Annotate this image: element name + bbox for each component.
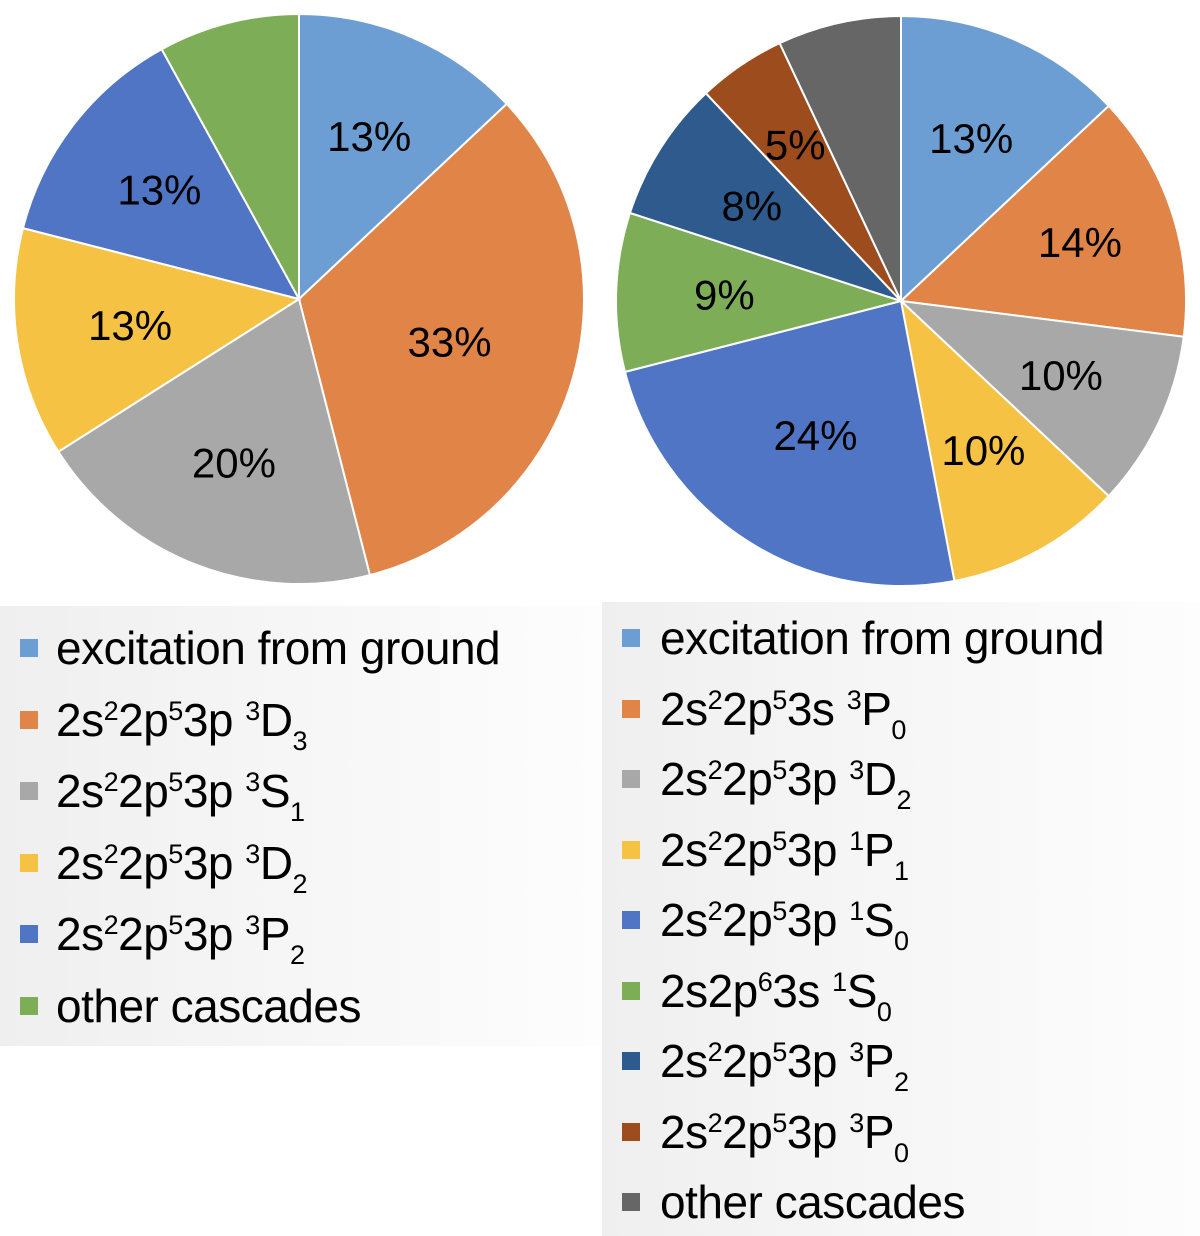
legend-label: 2s22p53s 3P0 — [660, 682, 906, 745]
legend-left: excitation from ground 2s22p53p 3D3 2s22p5… — [0, 606, 600, 1046]
pie-slice — [898, 299, 1185, 498]
legend-swatch — [622, 1193, 640, 1211]
legend-right: excitation from ground 2s22p53s 3P0 2s22p5… — [602, 602, 1200, 1236]
pie-slice — [13, 226, 302, 454]
legend-swatch — [20, 710, 38, 729]
pie-slice — [899, 298, 1111, 583]
pie-slice — [628, 91, 902, 302]
legend-item: 2s22p53p 3S1 — [20, 761, 305, 827]
pie-slice — [898, 104, 1187, 338]
legend-swatch — [622, 1122, 640, 1141]
legend-label: 2s22p53p 3D2 — [660, 753, 912, 815]
legend-label: other cascades — [56, 979, 361, 1032]
legend-label: 2s22p53p 1S0 — [660, 894, 909, 956]
legend-item: excitation from ground — [20, 618, 501, 678]
legend-swatch — [622, 770, 640, 788]
pie-slice — [297, 102, 585, 577]
legend-swatch — [622, 911, 640, 929]
slice-data-label: 8% — [721, 182, 782, 229]
legend-swatch — [20, 853, 38, 872]
legend-label: 2s2p63s 1S0 — [660, 964, 892, 1027]
slice-data-label: 5% — [765, 121, 826, 168]
legend-swatch — [622, 629, 640, 647]
legend-label: 2s22p53p 3S1 — [56, 765, 305, 827]
slice-data-label: 13% — [88, 302, 172, 349]
legend-label: excitation from ground — [660, 612, 1105, 664]
legend-swatch — [20, 639, 38, 657]
legend-item: 2s2p63s 1S0 — [622, 961, 892, 1027]
legend-item: 2s22p53p 3P0 — [622, 1102, 909, 1168]
pie-slice — [615, 211, 905, 374]
slice-data-label: 20% — [192, 439, 276, 486]
pie-slice — [298, 12, 509, 302]
slice-data-label: 13% — [117, 167, 201, 214]
legend-item: 2s22p53p 3D3 — [20, 690, 308, 756]
slice-data-label: 13% — [929, 115, 1013, 162]
legend-item: 2s22p53p 3P2 — [20, 904, 305, 970]
legend-label: 2s22p53p 3D3 — [56, 693, 308, 756]
slice-data-label: 14% — [1038, 219, 1122, 266]
legend-item: 2s22p53p 1P1 — [622, 820, 909, 886]
slice-data-label: 13% — [327, 113, 411, 160]
legend-swatch — [20, 782, 38, 800]
legend-swatch — [622, 1052, 640, 1070]
legend-item: 2s22p53p 3D2 — [622, 749, 912, 815]
legend-item: 2s22p53p 3D2 — [20, 833, 308, 899]
slice-data-label: 33% — [407, 319, 491, 366]
pie-chart-1: 13% 33% 20% 13% 13% — [13, 12, 585, 585]
legend-item: other cascades — [20, 976, 361, 1036]
legend-label: 2s22p53p 3P2 — [56, 908, 305, 970]
legend-swatch — [622, 699, 640, 718]
pie-charts: 13% 33% 20% 13% 13% 13% 14% 10% 10% 24% 9% 8% 5% — [13, 12, 1187, 587]
slice-data-label: 9% — [694, 271, 755, 318]
pie-slice — [160, 12, 300, 300]
pie-chart-2: 13% 14% 10% 10% 24% 9% 8% 5% — [615, 14, 1187, 587]
pie-slice — [778, 14, 902, 302]
pie-slice — [623, 299, 956, 587]
legend-label: other cascades — [660, 1176, 965, 1228]
legend-item: other cascades — [622, 1172, 965, 1232]
slice-data-label: 10% — [1019, 352, 1103, 399]
slice-data-label: 10% — [941, 427, 1025, 474]
legend-label: excitation from ground — [56, 622, 501, 674]
legend-swatch — [20, 996, 38, 1015]
pie-slice — [900, 14, 1111, 304]
pie-slice — [56, 297, 372, 585]
legend-label: 2s22p53p 3P0 — [660, 1105, 909, 1168]
slice-data-label: 24% — [773, 412, 857, 459]
legend-label: 2s22p53p 3D2 — [56, 836, 308, 899]
legend-item: excitation from ground — [622, 608, 1105, 668]
legend-item: 2s22p53s 3P0 — [622, 679, 906, 745]
legend-item: 2s22p53p 1S0 — [622, 890, 909, 956]
legend-item: 2s22p53p 3P2 — [622, 1031, 909, 1097]
legend-swatch — [622, 840, 640, 859]
legend-swatch — [622, 981, 640, 1000]
pie-slice — [21, 47, 301, 301]
legend-label: 2s22p53p 1P1 — [660, 823, 909, 886]
legend-label: 2s22p53p 3P2 — [660, 1035, 909, 1097]
legend-swatch — [20, 925, 38, 943]
